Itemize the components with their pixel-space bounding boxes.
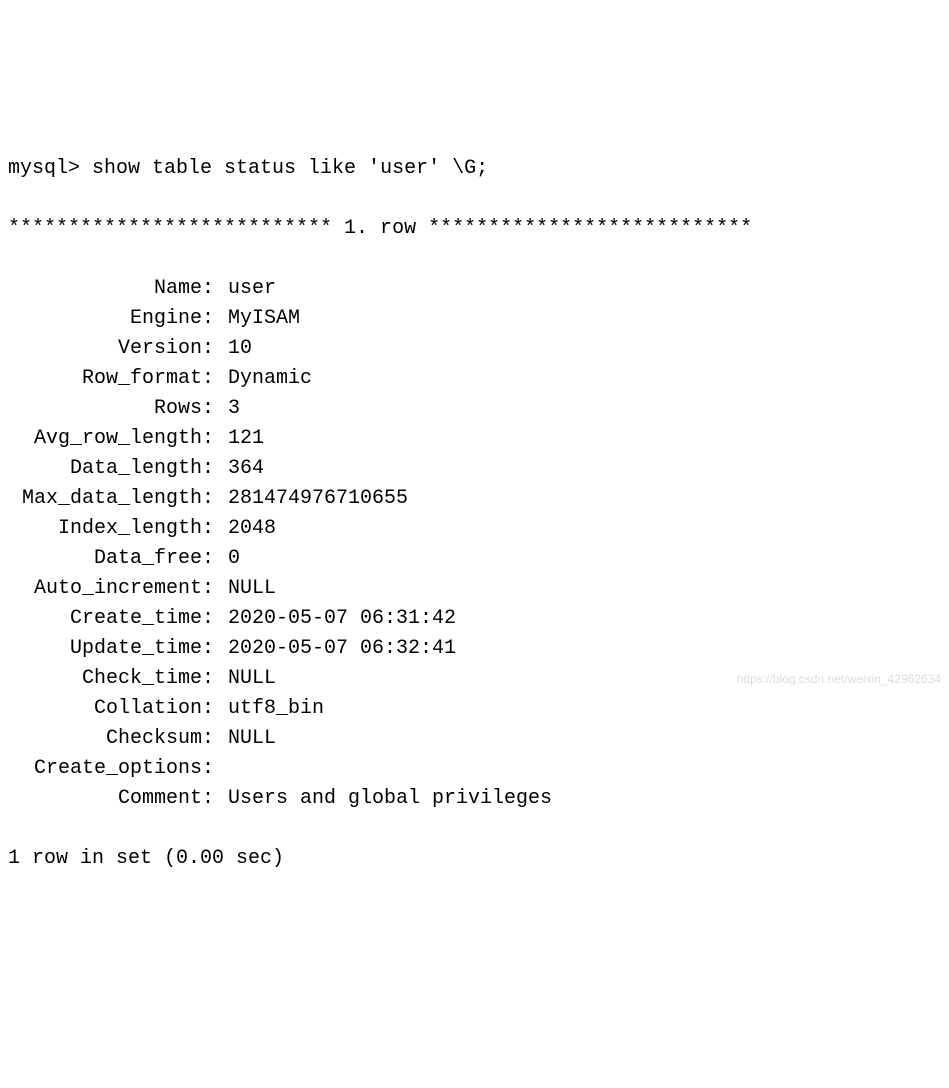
field-row: Version: 10 [8, 334, 941, 364]
field-label: Avg_row_length: [8, 424, 214, 454]
field-row: Max_data_length: 281474976710655 [8, 484, 941, 514]
field-row: Index_length: 2048 [8, 514, 941, 544]
field-row: Engine: MyISAM [8, 304, 941, 334]
field-value: 3 [214, 394, 240, 424]
field-value: 364 [214, 454, 264, 484]
field-row: Create_options: [8, 754, 941, 784]
field-label: Check_time: [8, 664, 214, 694]
field-row: Rows: 3 [8, 394, 941, 424]
field-label: Create_time: [8, 604, 214, 634]
field-row: Checksum: NULL [8, 724, 941, 754]
row-separator: *************************** 1. row *****… [8, 214, 941, 244]
field-value: NULL [214, 664, 276, 694]
field-value: NULL [214, 724, 276, 754]
field-value: Users and global privileges [214, 784, 552, 814]
field-value: NULL [214, 574, 276, 604]
field-label: Max_data_length: [8, 484, 214, 514]
field-value: 0 [214, 544, 240, 574]
field-row: Update_time: 2020-05-07 06:32:41 [8, 634, 941, 664]
field-value [214, 754, 228, 784]
field-label: Update_time: [8, 634, 214, 664]
terminal-output: mysql> show table status like 'user' \G;… [8, 124, 941, 904]
field-label: Auto_increment: [8, 574, 214, 604]
field-value: 10 [214, 334, 252, 364]
field-label: Collation: [8, 694, 214, 724]
field-value: 121 [214, 424, 264, 454]
field-row: Comment: Users and global privileges [8, 784, 941, 814]
field-label: Create_options: [8, 754, 214, 784]
field-value: 2048 [214, 514, 276, 544]
field-value: 2020-05-07 06:31:42 [214, 604, 456, 634]
field-row: Name: user [8, 274, 941, 304]
field-value: utf8_bin [214, 694, 324, 724]
field-label: Engine: [8, 304, 214, 334]
field-row: Data_free: 0 [8, 544, 941, 574]
command-line: mysql> show table status like 'user' \G; [8, 154, 941, 184]
field-label: Index_length: [8, 514, 214, 544]
field-row: Avg_row_length: 121 [8, 424, 941, 454]
field-label: Version: [8, 334, 214, 364]
command-text: show table status like 'user' \G; [92, 157, 488, 180]
field-value: Dynamic [214, 364, 312, 394]
prompt-text: mysql> [8, 157, 92, 180]
field-label: Rows: [8, 394, 214, 424]
field-row: Check_time: NULL [8, 664, 941, 694]
field-value: MyISAM [214, 304, 300, 334]
field-row: Collation: utf8_bin [8, 694, 941, 724]
field-label: Row_format: [8, 364, 214, 394]
field-label: Data_length: [8, 454, 214, 484]
field-label: Checksum: [8, 724, 214, 754]
field-value: user [214, 274, 276, 304]
field-value: 281474976710655 [214, 484, 408, 514]
result-footer: 1 row in set (0.00 sec) [8, 844, 941, 874]
field-value: 2020-05-07 06:32:41 [214, 634, 456, 664]
field-row: Row_format: Dynamic [8, 364, 941, 394]
field-label: Comment: [8, 784, 214, 814]
fields-list: Name: userEngine: MyISAMVersion: 10Row_f… [8, 274, 941, 814]
field-label: Name: [8, 274, 214, 304]
field-row: Auto_increment: NULL [8, 574, 941, 604]
field-row: Data_length: 364 [8, 454, 941, 484]
field-row: Create_time: 2020-05-07 06:31:42 [8, 604, 941, 634]
field-label: Data_free: [8, 544, 214, 574]
